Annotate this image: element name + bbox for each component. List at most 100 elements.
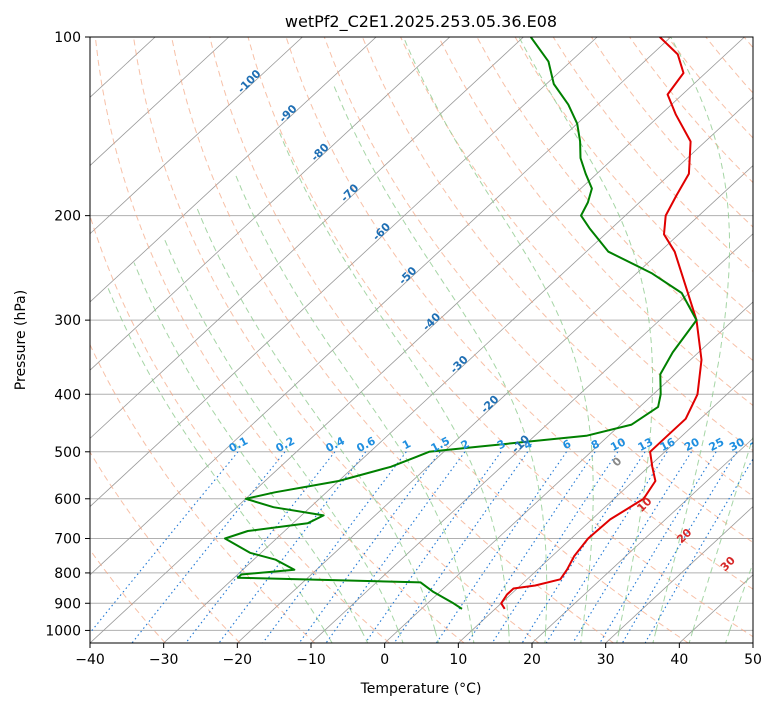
moist-adiabat-label: 0 — [610, 454, 625, 469]
moist-adiabat-line — [729, 561, 753, 631]
y-axis-ticks: 100 200 300 400 500 600 700 800 900 1000 — [45, 30, 90, 639]
mixing-ratio-label: 30 — [727, 435, 747, 454]
x-axis-ticks: −40 −30 −20 −10 0 10 20 30 40 50 — [75, 643, 762, 668]
y-tick-label: 200 — [54, 209, 81, 225]
dry-adiabat-line — [438, 37, 753, 407]
y-tick-label: 100 — [54, 30, 81, 46]
moist-adiabats — [107, 37, 753, 643]
moist-adiabat-line — [403, 37, 594, 631]
mixing-ratio-line — [491, 451, 619, 643]
mixing-ratio-line — [545, 451, 668, 643]
moist-adiabat-label: 40 — [761, 582, 775, 602]
isotherm-line — [237, 164, 753, 643]
y-tick-label: 800 — [54, 566, 81, 582]
x-tick-label: 30 — [597, 652, 615, 668]
dry-adiabat-line — [209, 37, 689, 643]
dry-adiabat-line — [90, 343, 316, 643]
isotherm-line — [458, 369, 753, 643]
mixing-ratio-line — [262, 451, 407, 643]
dry-adiabat-line — [323, 37, 753, 544]
y-tick-label: 500 — [54, 445, 81, 461]
moist-adiabat-line — [279, 132, 510, 631]
moist-adiabat-line — [652, 630, 657, 643]
dry-adiabat-line — [514, 37, 753, 317]
y-tick-label: 1000 — [45, 623, 81, 639]
x-tick-label: −20 — [223, 652, 253, 668]
isotherm-line — [90, 37, 303, 235]
mixing-ratio-label: 16 — [658, 435, 678, 454]
moist-adiabat-line — [360, 630, 369, 643]
moist-adiabat-line — [196, 208, 436, 631]
mixing-ratio-line — [644, 457, 753, 643]
dewpoint-profile-line — [224, 37, 698, 610]
x-tick-label: 40 — [670, 652, 688, 668]
isotherm-line — [531, 437, 753, 643]
dry-adiabat-line — [90, 548, 166, 643]
isotherm-line — [90, 37, 524, 439]
dry-adiabat-line — [285, 37, 753, 590]
plot-frame — [89, 36, 754, 644]
mixing-ratio-line — [467, 451, 596, 643]
moist-adiabat-line — [324, 630, 333, 643]
x-tick-label: −40 — [75, 652, 105, 668]
isotherm-line — [0, 37, 8, 643]
dry-adiabat-line — [171, 37, 614, 643]
moist-adiabat-line — [164, 240, 399, 631]
x-tick-label: −30 — [149, 652, 179, 668]
isotherm-line — [90, 37, 598, 508]
moist-adiabat-line — [234, 173, 473, 631]
dry-adiabat-line — [743, 37, 753, 49]
isotherm-line — [163, 96, 753, 643]
y-tick-label: 700 — [54, 532, 81, 548]
dry-adiabat-line — [90, 214, 390, 643]
moist-adiabat-line — [616, 630, 620, 643]
mixing-ratio-line — [325, 451, 466, 643]
moist-adiabat-line — [688, 630, 694, 643]
mixing-ratio-line — [521, 451, 646, 643]
mixing-ratio-line — [599, 451, 717, 643]
x-tick-label: 10 — [449, 652, 467, 668]
isotherm-line — [90, 37, 230, 167]
mixing-ratio-lines — [90, 451, 753, 643]
dry-adiabat-line — [133, 37, 540, 643]
mixing-ratio-line — [298, 451, 441, 643]
moist-adiabat-line — [434, 630, 440, 643]
isotherm-label: -50 — [396, 264, 419, 287]
mixing-ratio-line — [185, 451, 336, 643]
moist-adiabat-label: 20 — [674, 526, 694, 546]
profile-lines — [224, 37, 703, 610]
dry-adiabats — [90, 37, 753, 643]
line-labels: 0.1 0.2 0.4 0.6 1 1.5 2 3 4 6 8 10 13 16 20 25 30 36-100-… — [227, 67, 775, 602]
mixing-ratio-label: 10 — [608, 435, 628, 454]
mixing-ratio-label: 36 — [748, 435, 768, 454]
moist-adiabat-line — [471, 630, 475, 643]
moist-adiabat-line — [332, 83, 548, 631]
isotherm-line — [310, 233, 753, 643]
isotherm-label: -20 — [478, 393, 501, 416]
moist-adiabat-label: 30 — [718, 554, 738, 574]
mixing-ratio-label: 20 — [682, 435, 702, 454]
chart-title: wetPf2_C2E1.2025.253.05.36.E08 — [285, 12, 557, 32]
moist-adiabat-line — [655, 37, 730, 631]
mixing-ratio-label: 2 — [459, 437, 472, 452]
mixing-ratio-line — [131, 451, 286, 643]
moist-adiabat-line — [544, 630, 547, 643]
moist-adiabat-line — [725, 630, 731, 643]
isotherm-line — [384, 301, 753, 643]
mixing-ratio-line — [90, 451, 239, 634]
dry-adiabat-line — [552, 37, 753, 273]
moist-adiabat-line — [692, 435, 753, 631]
y-tick-label: 600 — [54, 492, 81, 508]
moist-adiabat-line — [508, 630, 510, 643]
y-axis-label: Pressure (hPa) — [13, 290, 29, 390]
mixing-ratio-line — [621, 451, 738, 643]
isotherm-label: -80 — [308, 141, 331, 164]
mixing-ratio-label: 6 — [560, 437, 573, 452]
isotherm-label: -90 — [276, 102, 299, 125]
isotherm-line — [679, 574, 753, 643]
x-tick-label: 0 — [380, 652, 389, 668]
moist-adiabat-line — [518, 37, 654, 631]
mixing-ratio-label: 1 — [400, 437, 413, 452]
dry-adiabat-line — [361, 37, 753, 497]
x-tick-label: −10 — [296, 652, 326, 668]
